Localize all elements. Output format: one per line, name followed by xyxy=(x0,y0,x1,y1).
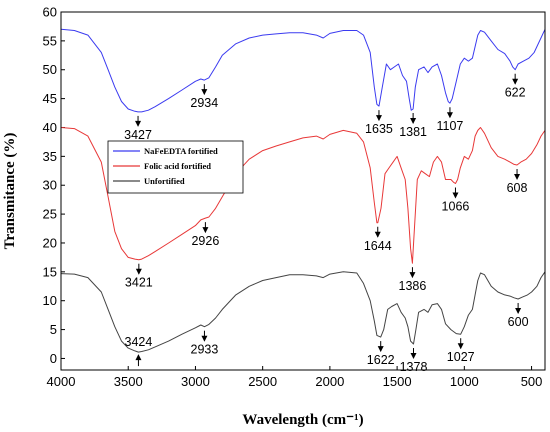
x-tick-label: 2500 xyxy=(248,374,277,389)
peak-label: 1381 xyxy=(399,125,427,139)
peak-label: 1107 xyxy=(437,119,464,133)
x-tick-label: 4000 xyxy=(47,374,76,389)
peak-annotations: 3427 2934 1635 1381 1107 622 3421 2926 1644 1386 1… xyxy=(124,73,529,374)
peak-arrow-head xyxy=(512,78,519,85)
y-axis-title: Transmitance (%) xyxy=(2,133,18,250)
legend-entry: Unfortified xyxy=(144,176,185,186)
peak-arrow-head xyxy=(457,343,464,350)
legend-entry: NaFeEDTA fortified xyxy=(144,146,218,156)
peak-label: 3421 xyxy=(125,276,153,290)
peak-label: 3427 xyxy=(124,128,152,142)
series-line-3 xyxy=(60,271,546,353)
legend-entry: Folic acid fortified xyxy=(144,161,211,171)
peak-arrow-head xyxy=(515,307,522,314)
y-tick-label: 60 xyxy=(43,5,57,20)
peak-arrow-head xyxy=(374,231,381,238)
x-tick-label: 500 xyxy=(521,374,543,389)
y-tick-label: 40 xyxy=(43,120,57,135)
peak-arrow-head xyxy=(446,112,453,119)
x-tick-label: 1000 xyxy=(450,374,479,389)
peak-arrow-head xyxy=(375,115,382,122)
y-tick-label: 55 xyxy=(43,33,57,48)
y-tick-label: 15 xyxy=(43,264,57,279)
y-tick-label: 20 xyxy=(43,235,57,250)
x-tick-label: 1500 xyxy=(383,374,412,389)
peak-label: 1386 xyxy=(399,279,427,293)
peak-label: 2926 xyxy=(191,234,219,248)
x-tick-label: 3500 xyxy=(114,374,143,389)
peak-arrow-head xyxy=(201,335,208,342)
peak-arrow-head xyxy=(377,346,384,353)
peak-label: 608 xyxy=(507,181,528,195)
series-line-2 xyxy=(60,127,546,264)
peak-label: 3424 xyxy=(125,335,153,349)
peak-label: 1644 xyxy=(364,239,392,253)
peak-label: 1378 xyxy=(400,360,428,374)
peak-label: 2933 xyxy=(191,343,219,357)
x-axis: 4000 3500 3000 2500 2000 1500 1000 500 xyxy=(47,366,543,389)
peak-arrow-head xyxy=(202,227,209,234)
y-tick-label: 45 xyxy=(43,91,57,106)
peak-label: 1635 xyxy=(365,122,393,136)
x-tick-label: 3000 xyxy=(181,374,210,389)
legend-box xyxy=(107,140,244,194)
legend: NaFeEDTA fortified Folic acid fortified Un… xyxy=(107,140,244,194)
series-layer xyxy=(60,28,546,353)
peak-label: 600 xyxy=(508,315,529,329)
peak-label: 1066 xyxy=(442,199,470,213)
y-axis: 0 5 10 15 20 25 30 35 40 45 50 55 60 xyxy=(43,5,65,366)
peak-label: 1622 xyxy=(367,353,395,367)
plot-frame xyxy=(60,11,546,371)
peak-arrow-head xyxy=(452,192,459,199)
y-tick-label: 30 xyxy=(43,178,57,193)
peak-arrow-head xyxy=(514,174,521,181)
x-axis-title: Wavelength (cm⁻¹) xyxy=(242,412,363,428)
series-line-1 xyxy=(60,28,546,113)
y-tick-label: 35 xyxy=(43,149,57,164)
peak-arrow-head xyxy=(410,118,417,125)
peak-label: 2934 xyxy=(190,96,218,110)
peak-arrow-head xyxy=(201,89,208,96)
peak-label: 1027 xyxy=(447,350,475,364)
peak-arrow-head xyxy=(409,272,416,279)
peak-arrow-head xyxy=(135,268,142,275)
peak-label: 622 xyxy=(505,86,526,100)
peak-arrow-head xyxy=(135,354,142,361)
y-tick-label: 0 xyxy=(50,351,57,366)
peak-arrow-head xyxy=(410,353,417,360)
peak-arrow-head xyxy=(135,120,142,127)
y-tick-label: 5 xyxy=(50,322,57,337)
x-tick-label: 2000 xyxy=(315,374,344,389)
y-tick-label: 25 xyxy=(43,207,57,222)
y-tick-label: 50 xyxy=(43,62,57,77)
y-tick-label: 10 xyxy=(43,293,57,308)
